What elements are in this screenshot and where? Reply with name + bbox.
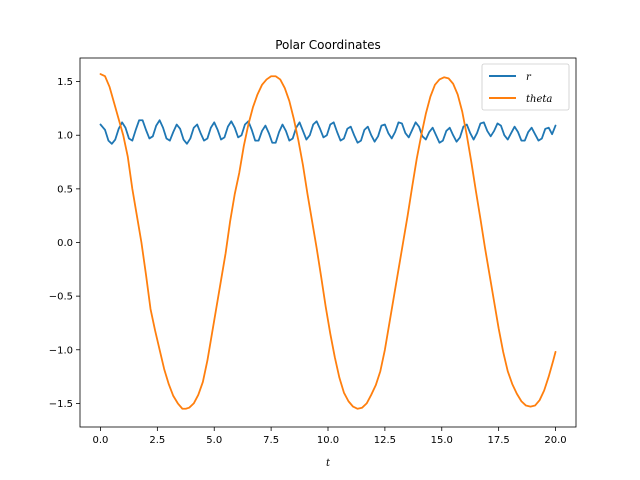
y-tick-label: 0.5 (57, 184, 73, 195)
series-line-r (99, 119, 557, 145)
x-tick-label: 20.0 (544, 435, 566, 446)
x-tick-label: 0.0 (93, 435, 109, 446)
y-tick-label: 0.0 (57, 238, 73, 249)
chart-title: Polar Coordinates (275, 38, 381, 52)
x-tick-label: 15.0 (431, 435, 453, 446)
y-tick-label: −1.5 (49, 399, 73, 410)
series-layer (99, 73, 557, 410)
x-tick-label: 12.5 (374, 435, 396, 446)
y-tick-label: 1.0 (57, 131, 73, 142)
x-tick-label: 10.0 (317, 435, 339, 446)
x-tick-label: 5.0 (206, 435, 222, 446)
legend: r theta (481, 63, 570, 111)
x-tick-label: 7.5 (263, 435, 279, 446)
y-tick-label: −1.0 (49, 345, 73, 356)
x-axis-ticks: 0.0 2.5 5.0 7.5 10.0 12.5 15.0 17.5 20.0 (93, 427, 567, 446)
legend-label-theta: theta (526, 94, 552, 105)
y-axis-ticks: −1.5 −1.0 −0.5 0.0 0.5 1.0 1.5 (49, 77, 80, 410)
axes-frame (79, 57, 577, 428)
legend-label-r: r (526, 72, 532, 83)
x-tick-label: 2.5 (149, 435, 165, 446)
x-axis-label: t (326, 458, 331, 469)
y-tick-label: −0.5 (49, 292, 73, 303)
series-line-theta (99, 73, 557, 410)
x-tick-label: 17.5 (488, 435, 510, 446)
y-tick-label: 1.5 (57, 77, 73, 88)
plot-area: 0.0 2.5 5.0 7.5 10.0 12.5 15.0 17.5 20.0 −1.5−1.… (49, 57, 577, 446)
